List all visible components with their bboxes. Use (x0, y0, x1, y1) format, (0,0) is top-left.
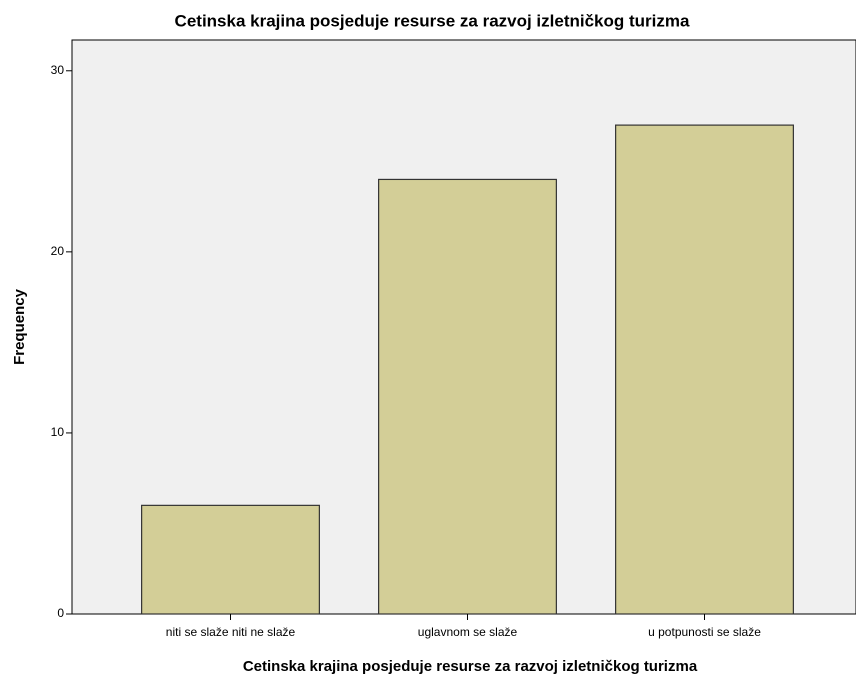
bar (141, 504, 320, 615)
x-tick-label: uglavnom se slaže (418, 625, 518, 639)
y-axis-title: Frequency (11, 288, 28, 365)
y-tick-label: 10 (51, 425, 65, 439)
x-tick-label: u potpunosti se slaže (648, 625, 761, 639)
x-tick-label: niti se slaže niti ne slaže (166, 625, 296, 639)
y-tick-label: 30 (51, 63, 65, 77)
chart-title: Cetinska krajina posjeduje resurse za ra… (175, 11, 690, 30)
bar (378, 178, 557, 615)
x-axis-title: Cetinska krajina posjeduje resurse za ra… (243, 658, 698, 675)
y-tick-label: 0 (57, 606, 64, 620)
bar (615, 124, 794, 615)
y-tick-label: 20 (51, 244, 65, 258)
